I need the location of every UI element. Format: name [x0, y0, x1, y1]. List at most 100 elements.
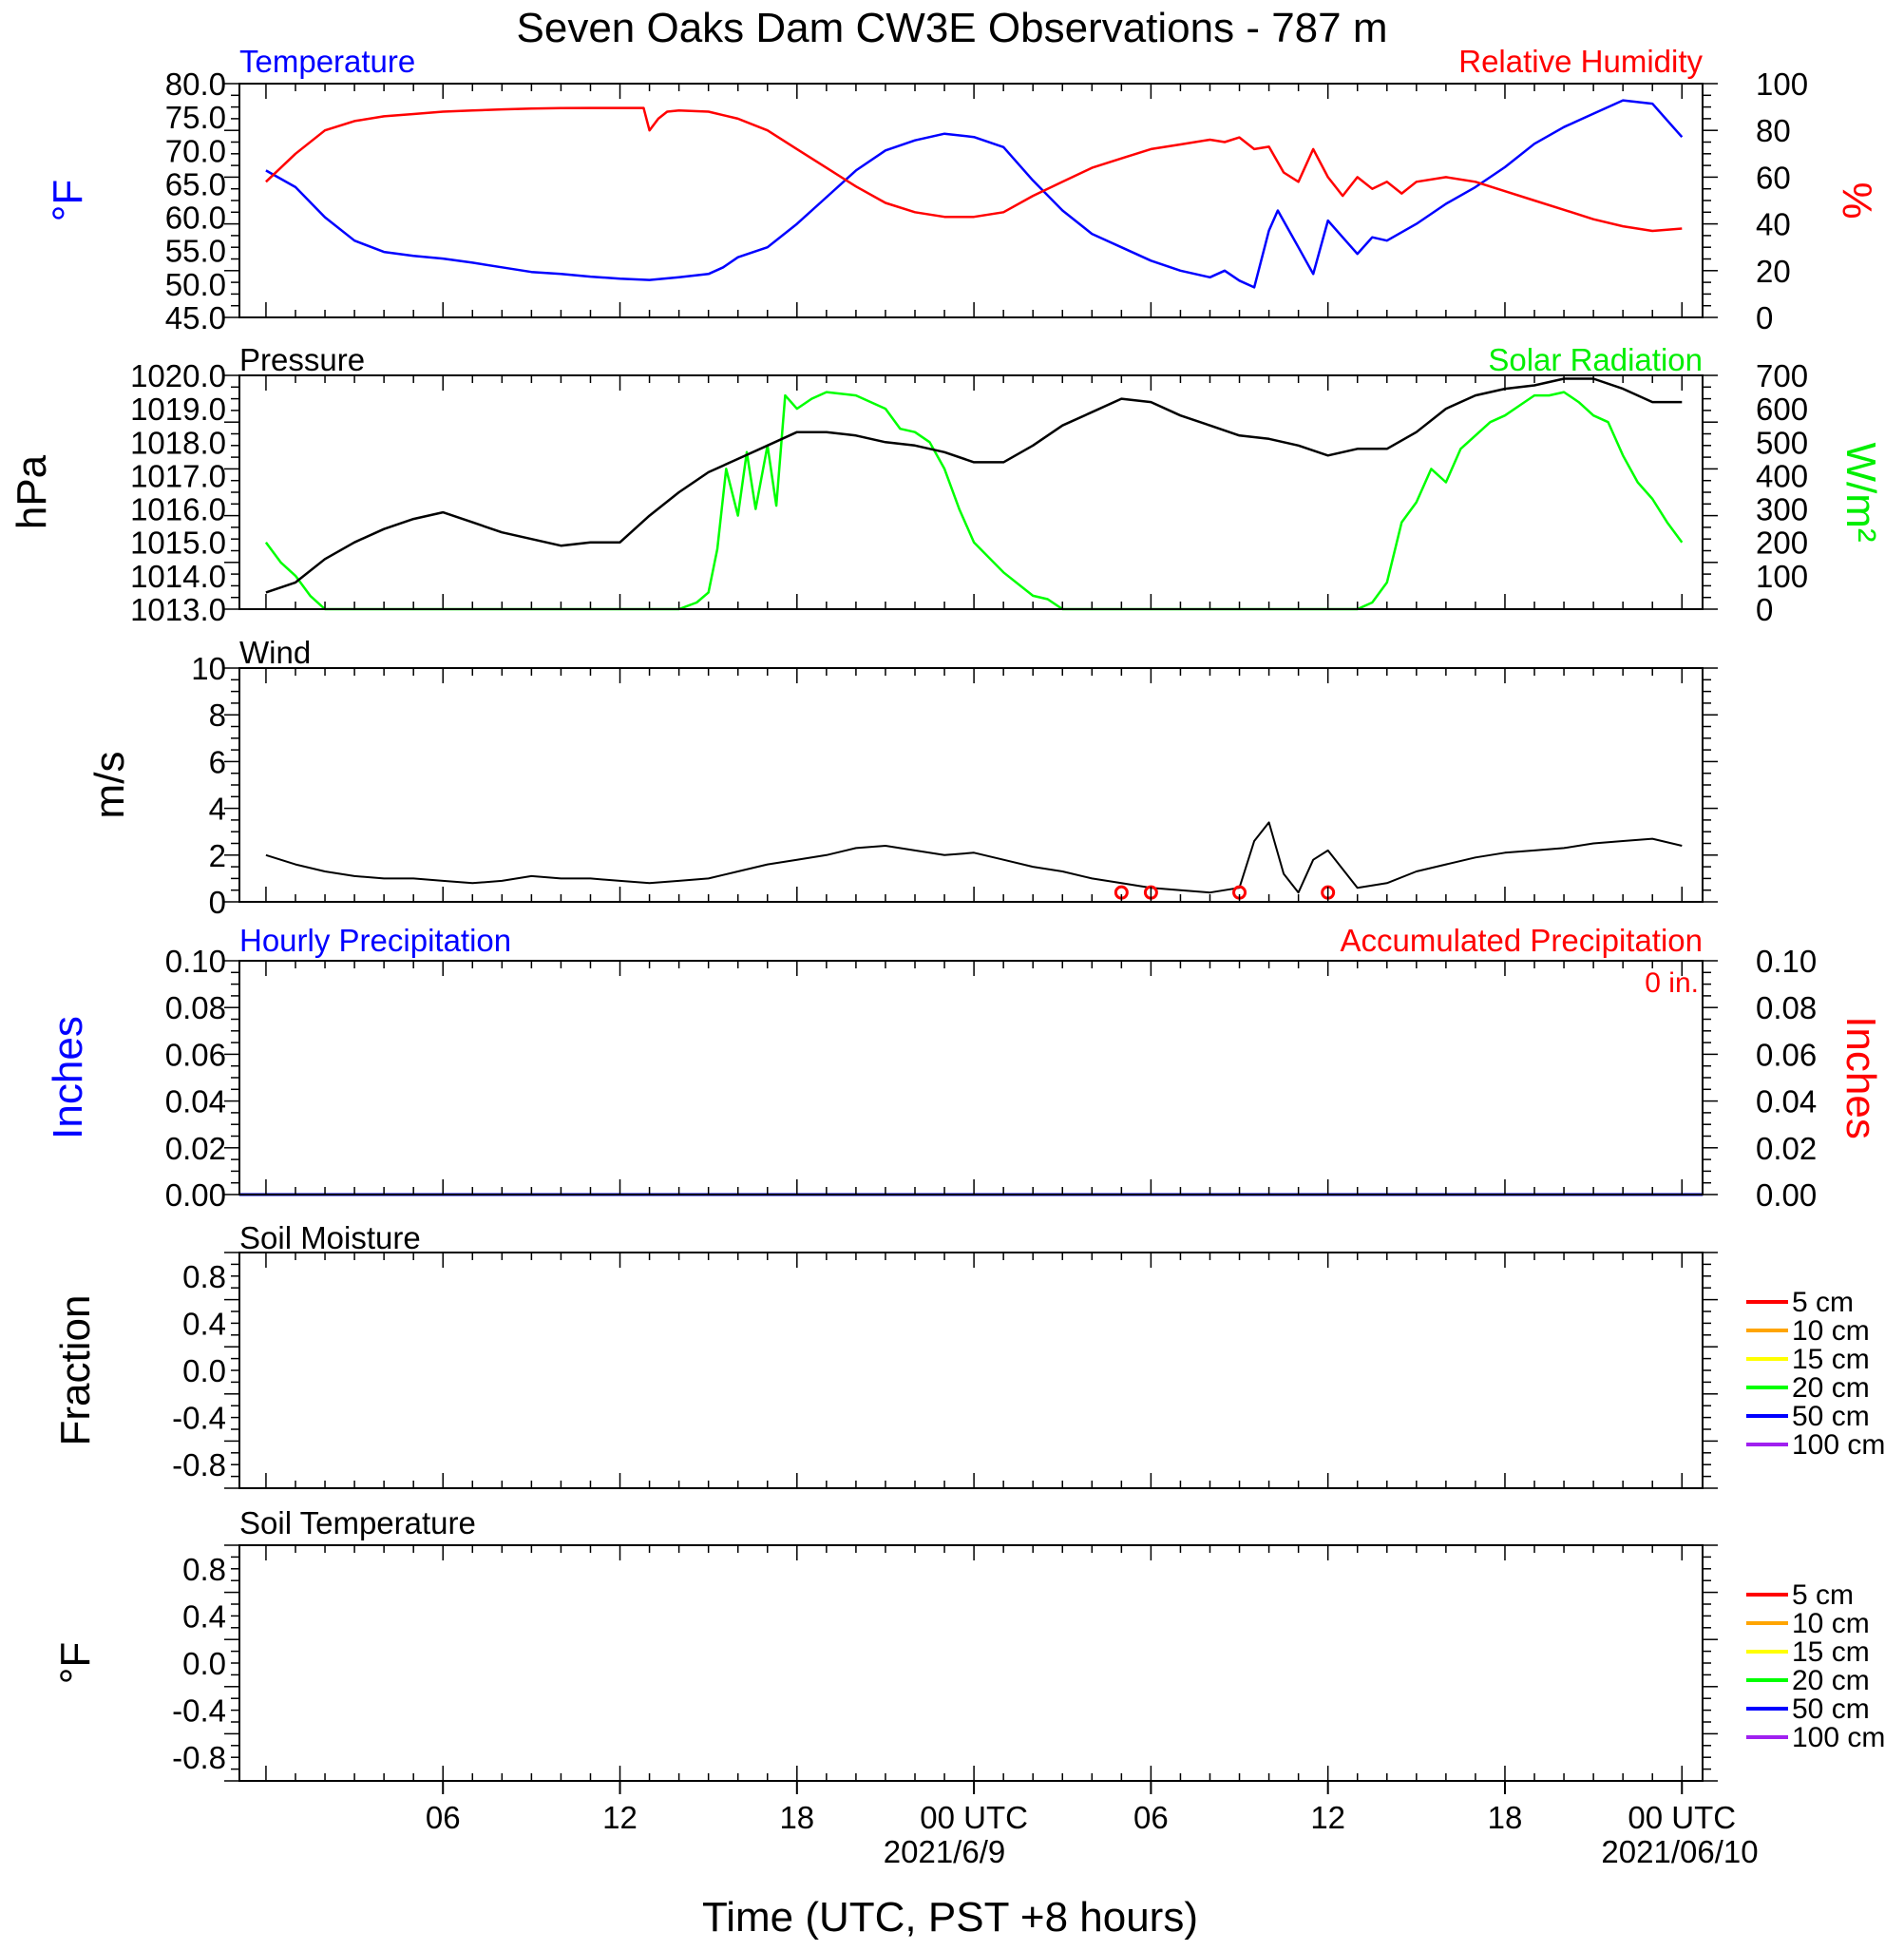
- x-tick-label: 12: [602, 1800, 638, 1835]
- pressure-title: Pressure: [239, 342, 365, 377]
- left-tick-label: 80.0: [165, 67, 226, 102]
- left-tick-label: 0.06: [165, 1037, 226, 1072]
- legend-label: 15 cm: [1792, 1344, 1870, 1375]
- soil-temp-panel: Soil Temperature 0.8 0.4 0.0 -0.4 -0.8 °F 5 …: [52, 1505, 1885, 1775]
- soil_temp-frame: [238, 1544, 1704, 1782]
- left-tick-label: 0.0: [182, 1353, 226, 1388]
- legend-label: 50 cm: [1792, 1693, 1870, 1725]
- legend-label: 100 cm: [1792, 1429, 1885, 1461]
- left-tick-label: 1013.0: [130, 592, 226, 627]
- left-tick-label: 60.0: [165, 201, 226, 236]
- right-tick-label: 700: [1756, 358, 1808, 393]
- right-tick-label: 500: [1756, 425, 1808, 460]
- x-tick-label: 12: [1310, 1800, 1345, 1835]
- left-tick-label: -0.4: [172, 1401, 226, 1436]
- x-tick-label: 18: [1488, 1800, 1523, 1835]
- soil-temp-title: Soil Temperature: [239, 1505, 476, 1540]
- legend-label: 10 cm: [1792, 1315, 1870, 1347]
- solar-radiation-line: [264, 391, 1684, 611]
- wind-ylabel: m/s: [86, 752, 133, 819]
- humidity-right-ticks: 100 80 60 40 20 0: [1756, 67, 1808, 335]
- x-tick-labels: 06 12 18 00 UTC 06 12 18 00 UTC: [426, 1800, 1736, 1835]
- right-tick-label: 100: [1756, 559, 1808, 594]
- right-tick-label: 0.02: [1756, 1131, 1817, 1166]
- x-tick-label: 00 UTC: [920, 1800, 1028, 1835]
- wind-left-ticks: 10 8 6 4 2 0: [191, 651, 226, 920]
- solar-ylabel: W/m²: [1837, 442, 1884, 542]
- left-tick-label: 0.00: [165, 1177, 226, 1213]
- left-tick-label: 0.8: [182, 1552, 226, 1587]
- left-tick-label: 1015.0: [130, 526, 226, 561]
- right-tick-label: 0.08: [1756, 990, 1817, 1025]
- left-tick-label: 1016.0: [130, 492, 226, 527]
- soil-temp-ylabel: °F: [52, 1642, 99, 1684]
- panel-frames: [224, 83, 1718, 1794]
- left-tick-label: 0.4: [182, 1306, 226, 1341]
- soil-moisture-panel: Soil Moisture 0.8 0.4 0.0 -0.4 -0.8 Fraction…: [52, 1220, 1885, 1482]
- wind-frame: [238, 667, 1704, 903]
- x-tick-label: 18: [779, 1800, 814, 1835]
- left-tick-label: -0.8: [172, 1447, 226, 1482]
- left-tick-label: -0.4: [172, 1693, 226, 1729]
- precip-frame: [238, 960, 1704, 1195]
- right-tick-label: 600: [1756, 392, 1808, 427]
- left-tick-label: 1019.0: [130, 392, 226, 427]
- temperature-left-ticks: 80.075.070.065.060.055.050.045.0: [165, 67, 226, 335]
- x-tick-label: 06: [1133, 1800, 1169, 1835]
- solar-title: Solar Radiation: [1488, 342, 1703, 377]
- pressure-panel: Pressure Solar Radiation 1020.01019.0101…: [9, 342, 1884, 627]
- left-tick-label: 6: [209, 744, 226, 779]
- left-tick-label: 1014.0: [130, 559, 226, 594]
- legend-label: 5 cm: [1792, 1287, 1854, 1318]
- humidity-title: Relative Humidity: [1458, 44, 1703, 79]
- precip-right-ticks: 0.10 0.08 0.06 0.04 0.02 0.00: [1756, 944, 1817, 1213]
- soil_moisture-frame: [238, 1252, 1704, 1489]
- accum-precip-title: Accumulated Precipitation: [1340, 923, 1703, 958]
- right-tick-label: 60: [1756, 160, 1791, 195]
- right-tick-label: 80: [1756, 113, 1791, 148]
- temperature-frame: [238, 83, 1704, 318]
- legend-label: 20 cm: [1792, 1665, 1870, 1696]
- left-tick-label: 0.04: [165, 1084, 226, 1119]
- left-tick-label: 45.0: [165, 300, 226, 335]
- right-tick-label: 0: [1756, 300, 1773, 335]
- pressure-frame: [238, 374, 1704, 610]
- right-tick-label: 0.06: [1756, 1037, 1817, 1072]
- humidity-ylabel: %: [1834, 182, 1880, 219]
- temperature-series: [265, 99, 1684, 289]
- left-tick-label: 1020.0: [130, 358, 226, 393]
- figure-title: Seven Oaks Dam CW3E Observations - 787 m: [517, 5, 1388, 51]
- left-tick-label: 0.8: [182, 1259, 226, 1294]
- right-tick-label: 100: [1756, 67, 1808, 102]
- right-tick-label: 0.04: [1756, 1084, 1817, 1119]
- hourly-precip-title: Hourly Precipitation: [239, 923, 511, 958]
- x-date-1: 2021/6/9: [884, 1834, 1005, 1869]
- x-tick-label: 00 UTC: [1628, 1800, 1736, 1835]
- right-tick-label: 40: [1756, 207, 1791, 242]
- right-tick-label: 20: [1756, 254, 1791, 289]
- legend-label: 5 cm: [1792, 1579, 1854, 1611]
- right-tick-label: 0: [1756, 592, 1773, 627]
- precip-right-ylabel: Inches: [1837, 1016, 1884, 1139]
- left-tick-label: 8: [209, 698, 226, 733]
- temperature-line: [265, 99, 1684, 289]
- left-tick-label: 2: [209, 838, 226, 873]
- temperature-title: Temperature: [239, 44, 415, 79]
- left-tick-label: 75.0: [165, 100, 226, 135]
- right-tick-label: 400: [1756, 458, 1808, 493]
- humidity-line: [265, 106, 1683, 233]
- left-tick-label: 0: [209, 885, 226, 920]
- right-tick-label: 0.00: [1756, 1177, 1817, 1213]
- legend-label: 10 cm: [1792, 1608, 1870, 1639]
- left-tick-label: 1018.0: [130, 425, 226, 460]
- left-tick-label: 10: [191, 651, 226, 686]
- legend-label: 15 cm: [1792, 1636, 1870, 1668]
- soil-moisture-left-ticks: 0.8 0.4 0.0 -0.4 -0.8: [172, 1259, 226, 1482]
- legend-label: 50 cm: [1792, 1401, 1870, 1432]
- precip-panel: Hourly Precipitation Accumulated Precipi…: [45, 923, 1884, 1213]
- left-tick-label: 55.0: [165, 234, 226, 269]
